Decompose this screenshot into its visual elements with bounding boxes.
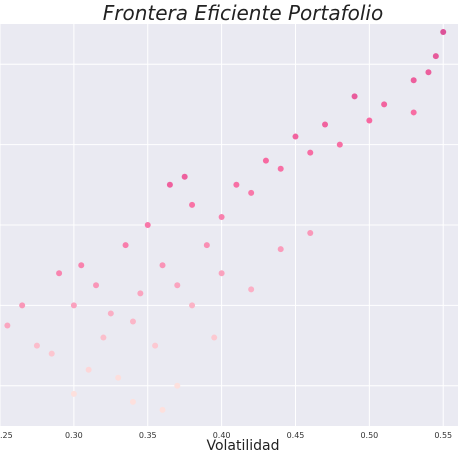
scatter-point	[248, 189, 255, 196]
scatter-point	[152, 342, 159, 349]
scatter-point	[307, 149, 314, 156]
scatter-point	[218, 270, 225, 277]
scatter-point	[144, 222, 151, 228]
x-tick-label: 0.45	[287, 431, 305, 440]
scatter-point	[218, 213, 225, 220]
scatter-point	[425, 69, 432, 76]
scatter-point	[159, 262, 166, 269]
scatter-point	[33, 342, 40, 349]
scatter-point	[85, 366, 92, 373]
scatter-point	[189, 302, 196, 309]
scatter-point	[366, 117, 373, 124]
scatter-point	[100, 334, 107, 341]
scatter-point	[19, 302, 26, 309]
scatter-point	[248, 286, 255, 293]
scatter-point	[78, 262, 85, 269]
scatter-point	[322, 121, 329, 128]
scatter-point	[307, 230, 314, 237]
x-tick-label: .25	[0, 431, 13, 440]
scatter-point	[381, 101, 388, 108]
scatter-point	[129, 318, 136, 325]
scatter-point	[174, 382, 181, 389]
scatter-point	[70, 302, 77, 309]
scatter-point	[137, 290, 144, 297]
scatter-point	[211, 334, 218, 341]
x-tick-label: 0.40	[213, 431, 231, 440]
scatter-point	[351, 93, 358, 100]
scatter-point	[440, 29, 447, 36]
scatter-point	[233, 181, 240, 188]
scatter-point	[410, 109, 417, 116]
scatter-point	[115, 374, 122, 381]
x-tick-label: 0.30	[65, 431, 83, 440]
chart-title: Frontera Eficiente Portafolio	[102, 1, 384, 25]
scatter-point	[4, 322, 11, 329]
scatter-point	[159, 406, 166, 413]
scatter-point	[174, 282, 181, 289]
scatter-point	[262, 157, 269, 164]
scatter-point	[56, 270, 63, 277]
scatter-point	[277, 246, 284, 253]
x-tick-labels: .25 0.30 0.35 0.40 0.45 0.50 0.55	[0, 431, 452, 440]
scatter-point	[277, 165, 284, 172]
scatter-point	[166, 181, 173, 188]
scatter-point	[292, 133, 299, 140]
scatter-point	[48, 350, 55, 357]
x-tick-label: 0.55	[434, 431, 452, 440]
scatter-point	[93, 282, 100, 289]
scatter-point	[336, 141, 343, 148]
scatter-point	[189, 201, 196, 208]
scatter-point	[410, 77, 417, 84]
x-tick-label: 0.50	[360, 431, 378, 440]
scatter-point	[107, 310, 114, 317]
scatter-point	[203, 242, 210, 249]
scatter-point	[181, 173, 188, 180]
x-axis-label: Volatilidad	[206, 438, 280, 454]
scatter-point	[122, 242, 129, 249]
x-tick-label: 0.35	[139, 431, 157, 440]
scatter-point	[70, 390, 77, 397]
points-layer	[4, 29, 447, 413]
scatter-point	[129, 398, 136, 405]
scatter-point	[432, 53, 439, 60]
